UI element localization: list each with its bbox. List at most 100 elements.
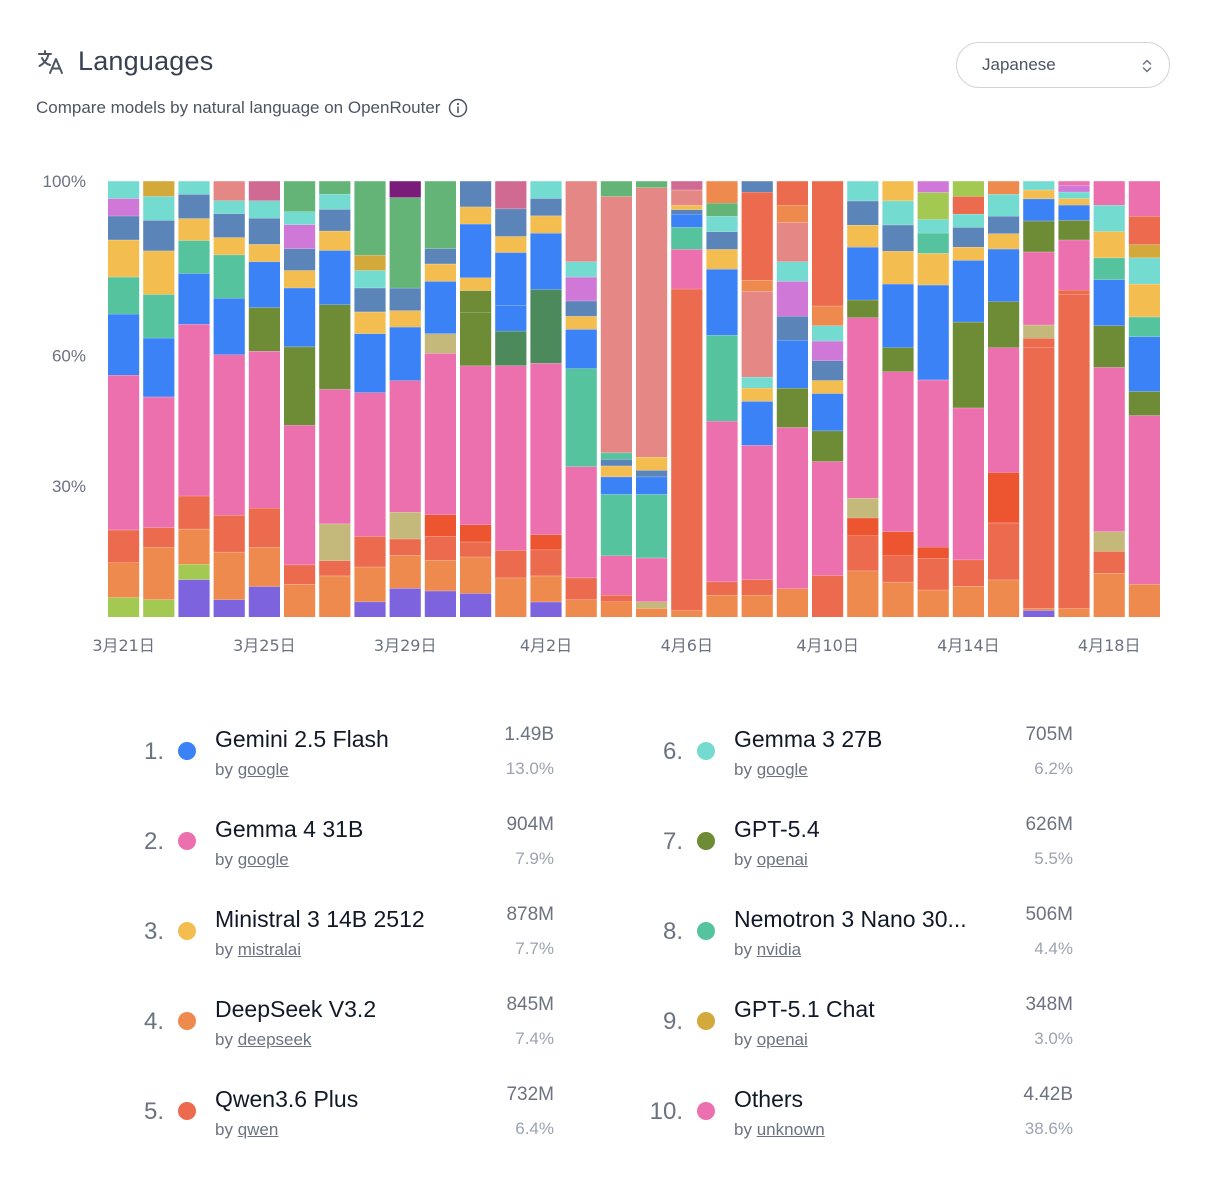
bar-segment-gemini25flash[interactable]	[600, 476, 632, 495]
bar-segment-gemma327b[interactable]	[354, 270, 386, 288]
bar[interactable]	[178, 180, 210, 617]
bar-segment-gemma431b[interactable]	[143, 396, 175, 528]
author-link[interactable]: google	[756, 760, 808, 779]
model-name[interactable]: Qwen3.6 Plus	[215, 1086, 359, 1112]
bar-segment-nemotron[interactable]	[706, 335, 738, 422]
bar-segment-gemma431b[interactable]	[988, 347, 1020, 473]
bar-segment-gemini25flash[interactable]	[178, 273, 210, 325]
legend-item[interactable]: 10. Others by unknown 4.42B 38.6%	[639, 1080, 1099, 1150]
model-name[interactable]: GPT-5.4	[734, 816, 820, 842]
bar[interactable]	[776, 180, 808, 617]
bar-segment-nemotron[interactable]	[671, 227, 703, 250]
bar-segment-gemma327b[interactable]	[530, 181, 562, 199]
bar-segment-gemma431b[interactable]	[178, 324, 210, 496]
bar-segment-qwen[interactable]	[847, 535, 879, 571]
model-name[interactable]: Others	[734, 1086, 804, 1112]
bar-segment-qwen[interactable]	[706, 581, 738, 595]
bar-segment-gemma327b[interactable]	[882, 200, 914, 225]
bar-segment-gemma327b[interactable]	[952, 214, 984, 228]
bar-segment-deepseek[interactable]	[706, 594, 738, 617]
bar-segment-lime[interactable]	[917, 192, 949, 220]
bar-segment-ministral[interactable]	[847, 225, 879, 248]
bar[interactable]	[988, 180, 1020, 617]
bar-segment-gemini25flash[interactable]	[495, 252, 527, 306]
legend-item[interactable]: 8. Nemotron 3 Nano 30... by nvidia 506M 4.4%	[639, 900, 1099, 970]
bar-segment-gemma431b[interactable]	[1058, 239, 1090, 290]
legend-item[interactable]: 1. Gemini 2.5 Flash by google 1.49B 13.0%	[120, 720, 580, 790]
bar-segment-ministral[interactable]	[460, 277, 492, 291]
bar-segment-gemini25flash[interactable]	[741, 401, 773, 446]
bar-segment-gemma431b[interactable]	[495, 365, 527, 551]
bar-segment-gemma431b[interactable]	[284, 425, 316, 565]
bar-segment-deepseek[interactable]	[248, 547, 280, 587]
bar-segment-gemini25flash[interactable]	[530, 233, 562, 290]
legend-item[interactable]: 6. Gemma 3 27B by google 705M 6.2%	[639, 720, 1099, 790]
model-name[interactable]: Ministral 3 14B 2512	[215, 906, 425, 932]
bar-segment-gpt54[interactable]	[248, 307, 280, 352]
bar-segment-purple[interactable]	[389, 588, 421, 617]
bar-segment-ministral[interactable]	[1128, 283, 1160, 317]
bar-segment-gemma431b[interactable]	[213, 354, 245, 516]
bar-segment-khaki[interactable]	[424, 333, 456, 354]
bar-segment-qwen[interactable]	[565, 577, 597, 600]
bar-segment-salmon[interactable]	[565, 181, 597, 262]
model-name[interactable]: Gemma 4 31B	[215, 816, 364, 842]
bar-segment-deepseek[interactable]	[1128, 584, 1160, 617]
bar-segment-gemini25flash[interactable]	[284, 287, 316, 347]
bar-segment-deepseek[interactable]	[354, 566, 386, 602]
bar-segment-deepseek[interactable]	[284, 584, 316, 617]
bar-segment-gemma327b[interactable]	[917, 219, 949, 233]
bar-segment-gemma431b[interactable]	[917, 379, 949, 547]
bar-segment-deepseek[interactable]	[741, 280, 773, 292]
bar-segment-salmon[interactable]	[776, 222, 808, 262]
bar-segment-nemotron[interactable]	[600, 494, 632, 556]
bar[interactable]	[213, 180, 245, 617]
bar-segment-qwen[interactable]	[1023, 346, 1055, 609]
bar-segment-qwen[interactable]	[741, 579, 773, 595]
bar-segment-gemma431b[interactable]	[706, 421, 738, 582]
bar-segment-deepseek[interactable]	[706, 181, 738, 204]
bar-segment-gemma431b[interactable]	[1128, 415, 1160, 585]
bar-segment-ministral[interactable]	[917, 253, 949, 285]
bar-segment-gemma327b[interactable]	[1093, 205, 1125, 232]
model-name[interactable]: GPT-5.1 Chat	[734, 996, 875, 1022]
bar[interactable]	[1023, 180, 1055, 617]
bar-segment-lime[interactable]	[108, 597, 140, 617]
bar[interactable]	[424, 180, 456, 617]
author-link[interactable]: mistralai	[237, 940, 301, 959]
bar-segment-gemma431b[interactable]	[847, 317, 879, 499]
bar-segment-darkpurple[interactable]	[389, 181, 421, 198]
bar-segment-khaki[interactable]	[1093, 531, 1125, 552]
bar-segment-gemma431b[interactable]	[424, 353, 456, 515]
bar-segment-gemini25flash[interactable]	[988, 248, 1020, 302]
bar-segment-gemma327b[interactable]	[178, 181, 210, 195]
bar-segment-steel[interactable]	[108, 215, 140, 240]
bar-segment-deepseek[interactable]	[565, 599, 597, 617]
bar-segment-gemini25flash[interactable]	[952, 260, 984, 322]
bar-segment-qwen[interactable]	[1023, 338, 1055, 347]
bar-segment-orchid[interactable]	[565, 276, 597, 301]
bar-segment-redorange[interactable]	[988, 472, 1020, 523]
bar-segment-gemma431b[interactable]	[636, 557, 668, 602]
bar-segment-qwen[interactable]	[213, 515, 245, 552]
bar-segment-qwen[interactable]	[319, 560, 351, 576]
bar-segment-gemma327b[interactable]	[1128, 257, 1160, 284]
bar-segment-gemma431b[interactable]	[319, 389, 351, 524]
bar-segment-ministral[interactable]	[495, 236, 527, 253]
bar[interactable]	[143, 180, 175, 617]
author-link[interactable]: google	[237, 850, 289, 869]
bar-segment-steel[interactable]	[847, 200, 879, 226]
bar-segment-gemma327b[interactable]	[213, 200, 245, 214]
bar-segment-nemotron[interactable]	[565, 368, 597, 467]
bar-segment-ministral[interactable]	[424, 263, 456, 282]
bar-segment-qwen[interactable]	[495, 550, 527, 578]
bar-segment-ministral[interactable]	[1058, 198, 1090, 205]
bar-segment-purple[interactable]	[530, 601, 562, 617]
bar-segment-ministral[interactable]	[1093, 231, 1125, 258]
bar-segment-plum[interactable]	[495, 181, 527, 209]
bar-segment-gemini25flash[interactable]	[248, 261, 280, 308]
bar-segment-qwen[interactable]	[108, 529, 140, 563]
bar-segment-purple[interactable]	[213, 599, 245, 617]
bar-segment-deepseek[interactable]	[460, 556, 492, 594]
bar-segment-gemma431b[interactable]	[741, 445, 773, 580]
